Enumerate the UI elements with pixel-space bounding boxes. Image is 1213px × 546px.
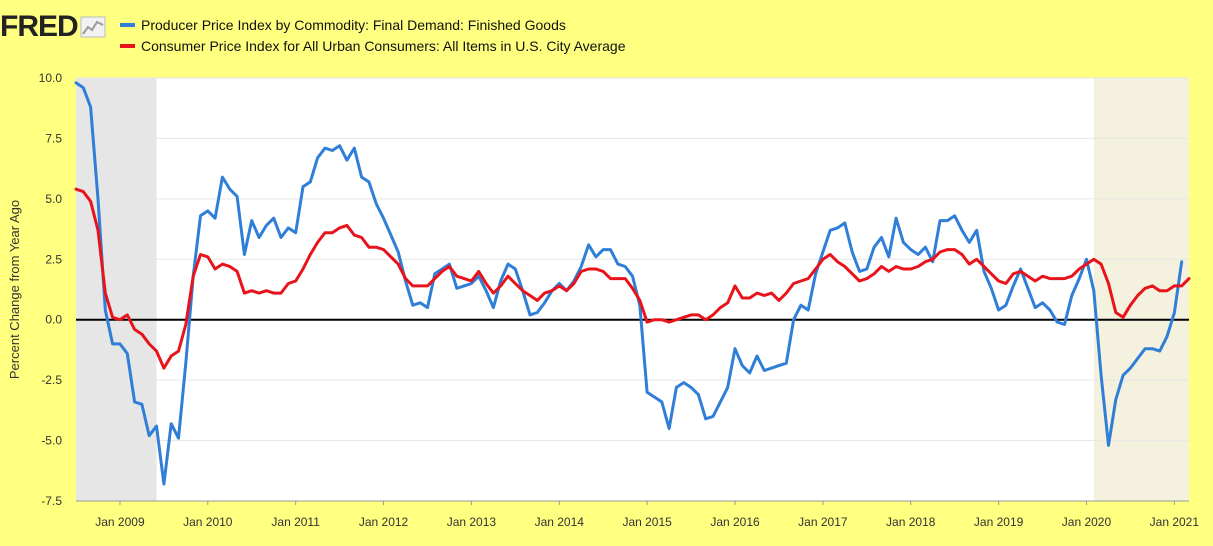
xtick-label-9: Jan 2018 [886,515,936,529]
xtick-label-4: Jan 2013 [447,515,497,529]
legend-swatch-ppi [120,22,135,27]
ytick-label-4: 2.5 [45,252,62,266]
xtick-label-2: Jan 2011 [271,515,320,529]
xtick-label-11: Jan 2020 [1062,515,1112,529]
xtick-label-7: Jan 2016 [710,515,760,529]
chart-icon [80,16,106,38]
series-line-1 [74,187,1191,370]
xtick-label-6: Jan 2015 [622,515,672,529]
legend-item-ppi[interactable]: Producer Price Index by Commodity: Final… [120,14,626,35]
xtick-label-1: Jan 2010 [183,515,233,529]
series-line-0 [74,81,1184,486]
legend-swatch-cpi [120,43,135,48]
xtick-label-8: Jan 2017 [798,515,848,529]
fred-logo[interactable]: FRED [0,10,106,44]
ytick-label-7: 10.0 [39,71,63,85]
legend-label-cpi: Consumer Price Index for All Urban Consu… [141,37,626,54]
xtick-label-12: Jan 2021 [1150,515,1200,529]
legend-label-ppi: Producer Price Index by Commodity: Final… [141,16,566,33]
xtick-label-3: Jan 2012 [359,515,409,529]
y-axis-title: Percent Change from Year Ago [7,200,22,379]
shaded-region-0 [76,78,157,501]
xtick-label-5: Jan 2014 [535,515,585,529]
xtick-label-10: Jan 2019 [974,515,1024,529]
ytick-label-5: 5.0 [45,192,62,206]
ytick-label-0: -7.5 [41,494,62,508]
ytick-label-1: -5.0 [41,434,62,448]
legend: Producer Price Index by Commodity: Final… [120,14,626,56]
ytick-label-6: 7.5 [45,131,62,145]
ytick-label-3: 0.0 [45,313,62,327]
ytick-label-2: -2.5 [41,373,62,387]
fred-logo-text: FRED [0,10,79,43]
xtick-label-0: Jan 2009 [95,515,145,529]
legend-item-cpi[interactable]: Consumer Price Index for All Urban Consu… [120,35,626,56]
